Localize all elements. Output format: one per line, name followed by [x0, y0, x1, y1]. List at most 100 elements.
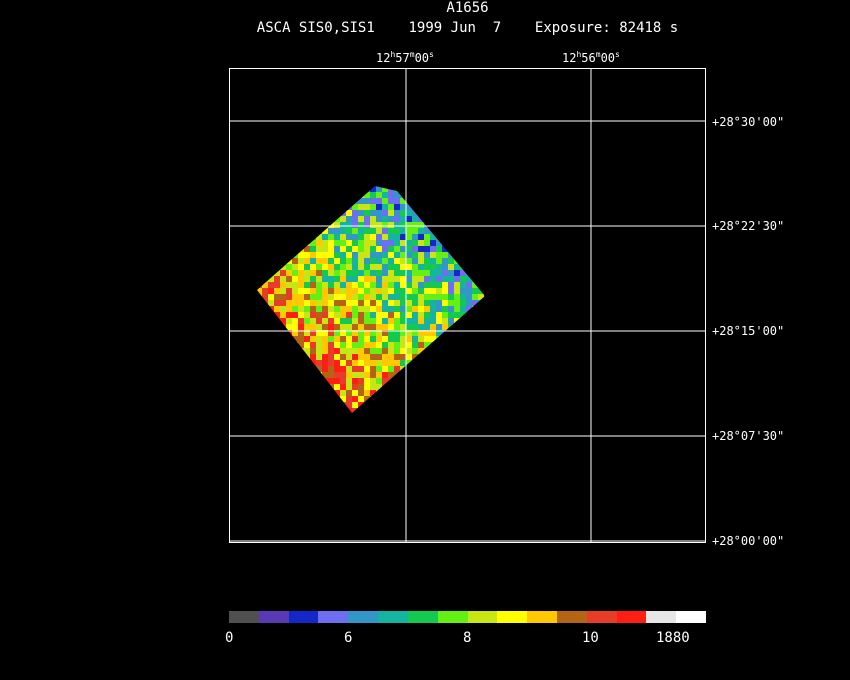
image-pixel	[334, 336, 340, 342]
image-pixel	[436, 186, 442, 192]
image-pixel	[472, 360, 478, 366]
image-pixel	[364, 360, 370, 366]
image-pixel	[310, 264, 316, 270]
image-pixel	[352, 246, 358, 252]
image-pixel	[286, 240, 292, 246]
image-pixel	[304, 276, 310, 282]
image-pixel	[484, 180, 490, 186]
image-pixel	[334, 216, 340, 222]
image-pixel	[436, 270, 442, 276]
image-pixel	[376, 342, 382, 348]
image-pixel	[466, 372, 472, 378]
image-pixel	[328, 408, 334, 413]
image-pixel	[454, 336, 460, 342]
image-pixel	[454, 198, 460, 204]
image-pixel	[262, 354, 268, 360]
image-pixel	[370, 408, 376, 413]
image-pixel	[430, 378, 436, 384]
image-pixel	[382, 300, 388, 306]
image-pixel	[460, 240, 466, 246]
image-pixel	[292, 336, 298, 342]
image-pixel	[316, 360, 322, 366]
image-pixel	[448, 414, 454, 420]
image-pixel	[406, 222, 412, 228]
colorbar-swatch-7	[437, 611, 468, 623]
image-pixel	[346, 180, 352, 186]
image-pixel	[316, 396, 322, 402]
image-pixel	[292, 300, 298, 306]
image-pixel	[430, 258, 436, 264]
image-pixel	[478, 384, 484, 390]
image-pixel	[382, 330, 388, 336]
image-pixel	[376, 276, 382, 282]
image-pixel	[358, 384, 364, 390]
image-pixel	[394, 324, 400, 330]
image-pixel	[430, 414, 436, 420]
image-pixel	[424, 270, 430, 276]
image-pixel	[292, 240, 298, 246]
image-pixel	[442, 324, 448, 330]
image-pixel	[310, 240, 316, 246]
image-pixel	[418, 276, 424, 282]
image-pixel	[268, 204, 274, 210]
image-pixel	[286, 414, 292, 420]
image-pixel	[292, 408, 298, 413]
image-pixel	[388, 306, 394, 312]
image-pixel	[310, 258, 316, 264]
image-pixel	[262, 228, 268, 234]
image-pixel	[334, 384, 340, 390]
image-pixel	[448, 372, 454, 378]
image-pixel	[424, 264, 430, 270]
image-pixel	[328, 306, 334, 312]
image-pixel	[250, 336, 256, 342]
image-pixel	[262, 294, 268, 300]
image-pixel	[370, 216, 376, 222]
image-pixel	[268, 198, 274, 204]
image-pixel	[394, 234, 400, 240]
image-pixel	[250, 318, 256, 324]
image-pixel	[328, 264, 334, 270]
image-pixel	[298, 222, 304, 228]
image-pixel	[340, 246, 346, 252]
image-pixel	[460, 198, 466, 204]
image-pixel	[364, 222, 370, 228]
image-pixel	[382, 264, 388, 270]
image-pixel	[376, 234, 382, 240]
image-pixel	[274, 252, 280, 258]
image-pixel	[292, 366, 298, 372]
image-pixel	[382, 216, 388, 222]
colorbar-swatch-1	[258, 611, 289, 623]
image-pixel	[466, 252, 472, 258]
image-pixel	[316, 252, 322, 258]
image-pixel	[454, 402, 460, 408]
image-pixel	[442, 312, 448, 318]
image-pixel	[466, 228, 472, 234]
image-pixel	[412, 192, 418, 198]
image-pixel	[448, 288, 454, 294]
image-pixel	[472, 216, 478, 222]
image-pixel	[382, 252, 388, 258]
image-pixel	[250, 408, 256, 414]
image-pixel	[418, 198, 424, 204]
image-pixel	[388, 180, 394, 186]
image-pixel	[298, 354, 304, 360]
image-pixel	[274, 258, 280, 264]
image-pixel	[364, 252, 370, 258]
image-pixel	[358, 372, 364, 378]
image-pixel	[460, 312, 466, 318]
image-pixel	[376, 300, 382, 306]
image-pixel	[358, 312, 364, 318]
image-pixel	[298, 264, 304, 270]
colorbar-swatch-15	[676, 611, 706, 623]
image-pixel	[268, 228, 274, 234]
image-pixel	[478, 282, 484, 288]
dec-label-2: +28°22'30"	[712, 219, 785, 233]
colorbar-swatch-12	[586, 611, 617, 623]
image-pixel	[298, 342, 304, 348]
image-pixel	[352, 372, 358, 378]
image-pixel	[250, 312, 256, 318]
image-pixel	[316, 276, 322, 282]
image-pixel	[436, 312, 442, 318]
image-pixel	[316, 312, 322, 318]
image-pixel	[436, 330, 442, 336]
